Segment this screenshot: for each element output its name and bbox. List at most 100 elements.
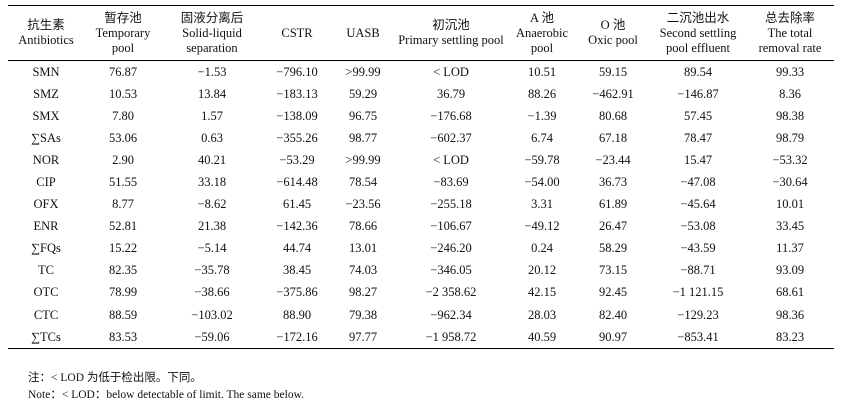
value-cell: −1.53 bbox=[197, 64, 227, 79]
antibiotic-name-cell: SMZ bbox=[33, 86, 59, 101]
value-cell: 1.57 bbox=[201, 108, 223, 123]
value-cell: >99.99 bbox=[345, 152, 381, 167]
value-cell: −142.36 bbox=[276, 219, 318, 234]
table-header-row: 抗生素 Antibiotics 暂存池 Temporary pool 固液分离后 Soli… bbox=[8, 5, 834, 61]
table-row: OFX 8.77 −8.62 61.45 −23.56 −255.18 3.31 61.89 −… bbox=[8, 194, 834, 216]
value-cell: 10.53 bbox=[108, 86, 138, 101]
value-cell: 38.45 bbox=[282, 263, 312, 278]
value-cell: 11.37 bbox=[776, 241, 804, 256]
column-header-cn: 抗生素 bbox=[27, 18, 65, 32]
value-cell: >99.99 bbox=[345, 64, 381, 79]
value-cell: −853.41 bbox=[650, 326, 746, 350]
value-cell: 33.18 bbox=[197, 175, 227, 190]
value-cell: −49.12 bbox=[524, 219, 560, 234]
value-cell: −83.69 bbox=[433, 175, 469, 190]
value-cell: −255.18 bbox=[430, 197, 472, 212]
antibiotic-name-cell: CTC bbox=[33, 307, 59, 322]
value-cell: 68.61 bbox=[775, 285, 805, 300]
column-header-en: UASB bbox=[346, 25, 380, 40]
value-cell: −5.14 bbox=[197, 241, 227, 256]
table-row: ∑SAs 53.06 0.63 −355.26 98.77 −602.37 6.74 67.1… bbox=[8, 127, 834, 149]
column-header-en: Solid-liquid separation bbox=[182, 25, 242, 55]
value-cell: 20.12 bbox=[527, 263, 557, 278]
antibiotic-name-cell: SMX bbox=[32, 108, 60, 123]
value-cell: −962.34 bbox=[430, 307, 472, 322]
note-english: Note：< LOD：below detectable of limit. Th… bbox=[28, 389, 305, 401]
column-header-1: 暂存池 Temporary pool bbox=[84, 5, 162, 61]
table-row: ENR 52.81 21.38 −142.36 78.66 −106.67 −49.12 26… bbox=[8, 216, 834, 238]
value-cell: −88.71 bbox=[680, 263, 716, 278]
value-cell: 67.18 bbox=[598, 130, 628, 145]
value-cell: −462.91 bbox=[592, 86, 634, 101]
value-cell: 61.45 bbox=[282, 197, 312, 212]
value-cell: −30.64 bbox=[772, 175, 808, 190]
value-cell: 76.87 bbox=[108, 64, 138, 79]
value-cell: 52.81 bbox=[108, 219, 138, 234]
value-cell: −146.87 bbox=[677, 86, 719, 101]
value-cell: −796.10 bbox=[276, 64, 318, 79]
value-cell: −47.08 bbox=[680, 175, 716, 190]
value-cell: −138.09 bbox=[276, 108, 318, 123]
value-cell: 8.77 bbox=[112, 197, 134, 212]
value-cell: −355.26 bbox=[276, 130, 318, 145]
column-header-9: 总去除率 The total removal rate bbox=[746, 5, 834, 61]
value-cell: 97.77 bbox=[332, 326, 394, 350]
value-cell: 13.84 bbox=[197, 86, 227, 101]
value-cell: 21.38 bbox=[197, 219, 227, 234]
value-cell: 98.27 bbox=[348, 285, 378, 300]
table-row: ∑TCs 83.53 −59.06 −172.16 97.77 −1 958.72 40.5… bbox=[8, 326, 834, 350]
value-cell: −23.44 bbox=[595, 152, 631, 167]
antibiotic-name-cell: ENR bbox=[33, 219, 59, 234]
value-cell: 98.79 bbox=[775, 130, 805, 145]
column-header-en: Second settling pool effluent bbox=[659, 25, 737, 55]
value-cell: 36.79 bbox=[436, 86, 466, 101]
value-cell: < LOD bbox=[433, 64, 469, 79]
column-header-en: The total removal rate bbox=[758, 25, 822, 55]
column-header-8: 二沉池出水 Second settling pool effluent bbox=[650, 5, 746, 61]
value-cell: 28.03 bbox=[527, 307, 557, 322]
value-cell: −43.59 bbox=[680, 241, 716, 256]
value-cell: 3.31 bbox=[531, 197, 553, 212]
value-cell: 61.89 bbox=[598, 197, 628, 212]
value-cell: −183.13 bbox=[276, 86, 318, 101]
value-cell: 98.36 bbox=[775, 307, 805, 322]
table-row: SMN 76.87 −1.53 −796.10 >99.99 < LOD 10.51 59.1… bbox=[8, 61, 834, 84]
value-cell: −1.39 bbox=[527, 108, 557, 123]
column-header-cn: 二沉池出水 bbox=[666, 10, 730, 25]
column-header-2: 固液分离后 Solid-liquid separation bbox=[162, 5, 262, 61]
value-cell: 93.09 bbox=[775, 263, 805, 278]
value-cell: −246.20 bbox=[430, 241, 472, 256]
value-cell: −176.68 bbox=[430, 108, 472, 123]
value-cell: 53.06 bbox=[108, 130, 138, 145]
note-chinese: 注：< LOD 为低于检出限。下同。 bbox=[28, 372, 202, 384]
column-header-en: Temporary pool bbox=[95, 25, 151, 55]
value-cell: −614.48 bbox=[276, 175, 318, 190]
table-row: ∑FQs 15.22 −5.14 44.74 13.01 −246.20 0.24 58.29… bbox=[8, 238, 834, 260]
value-cell: 44.74 bbox=[282, 241, 312, 256]
antibiotic-name-cell: CIP bbox=[36, 175, 56, 190]
value-cell: 79.38 bbox=[348, 307, 378, 322]
column-header-0: 抗生素 Antibiotics bbox=[8, 5, 84, 61]
value-cell: 6.74 bbox=[531, 130, 553, 145]
table-row: NOR 2.90 40.21 −53.29 >99.99 < LOD −59.78 −23.4… bbox=[8, 149, 834, 171]
value-cell: 59.15 bbox=[598, 64, 628, 79]
removal-rate-table: 抗生素 Antibiotics 暂存池 Temporary pool 固液分离后 Soli… bbox=[8, 5, 834, 350]
value-cell: 98.38 bbox=[775, 108, 805, 123]
value-cell: −38.66 bbox=[194, 285, 230, 300]
value-cell: −8.62 bbox=[197, 197, 227, 212]
column-header-en: Primary settling pool bbox=[398, 33, 504, 47]
value-cell: 83.23 bbox=[746, 326, 834, 350]
column-header-5: 初沉池 Primary settling pool bbox=[394, 5, 508, 61]
value-cell: −172.16 bbox=[262, 326, 332, 350]
column-header-en: Oxic pool bbox=[588, 33, 638, 47]
value-cell: 0.24 bbox=[531, 241, 553, 256]
value-cell: −346.05 bbox=[430, 263, 472, 278]
value-cell: 15.47 bbox=[683, 152, 713, 167]
value-cell: 78.47 bbox=[683, 130, 713, 145]
value-cell: 96.75 bbox=[348, 108, 378, 123]
value-cell: −59.78 bbox=[524, 152, 560, 167]
column-header-3: CSTR bbox=[262, 5, 332, 61]
table-notes: 注：< LOD 为低于检出限。下同。 Note：< LOD：below dete… bbox=[28, 370, 304, 404]
value-cell: −53.32 bbox=[772, 152, 808, 167]
table-row: OTC 78.99 −38.66 −375.86 98.27 −2 358.62 42.15… bbox=[8, 282, 834, 304]
